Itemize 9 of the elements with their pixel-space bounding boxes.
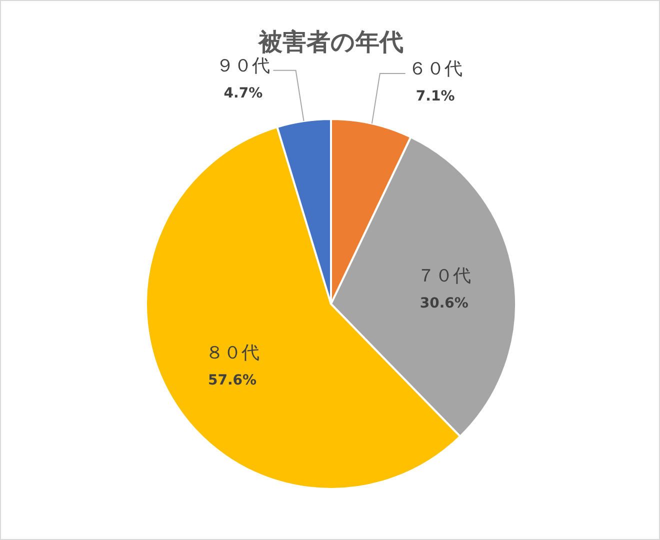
slice-label: ９０代	[216, 55, 270, 76]
data-label: 7.1%	[416, 88, 455, 105]
slice-label: ８０代	[205, 342, 260, 364]
data-label: 30.6%	[420, 295, 468, 312]
slice-label: ６０代	[408, 58, 462, 80]
data-label: 57.6%	[208, 372, 257, 388]
data-label: 4.7%	[224, 85, 263, 102]
chart-title: 被害者の年代	[258, 28, 404, 56]
slice-label: ７０代	[417, 265, 472, 286]
